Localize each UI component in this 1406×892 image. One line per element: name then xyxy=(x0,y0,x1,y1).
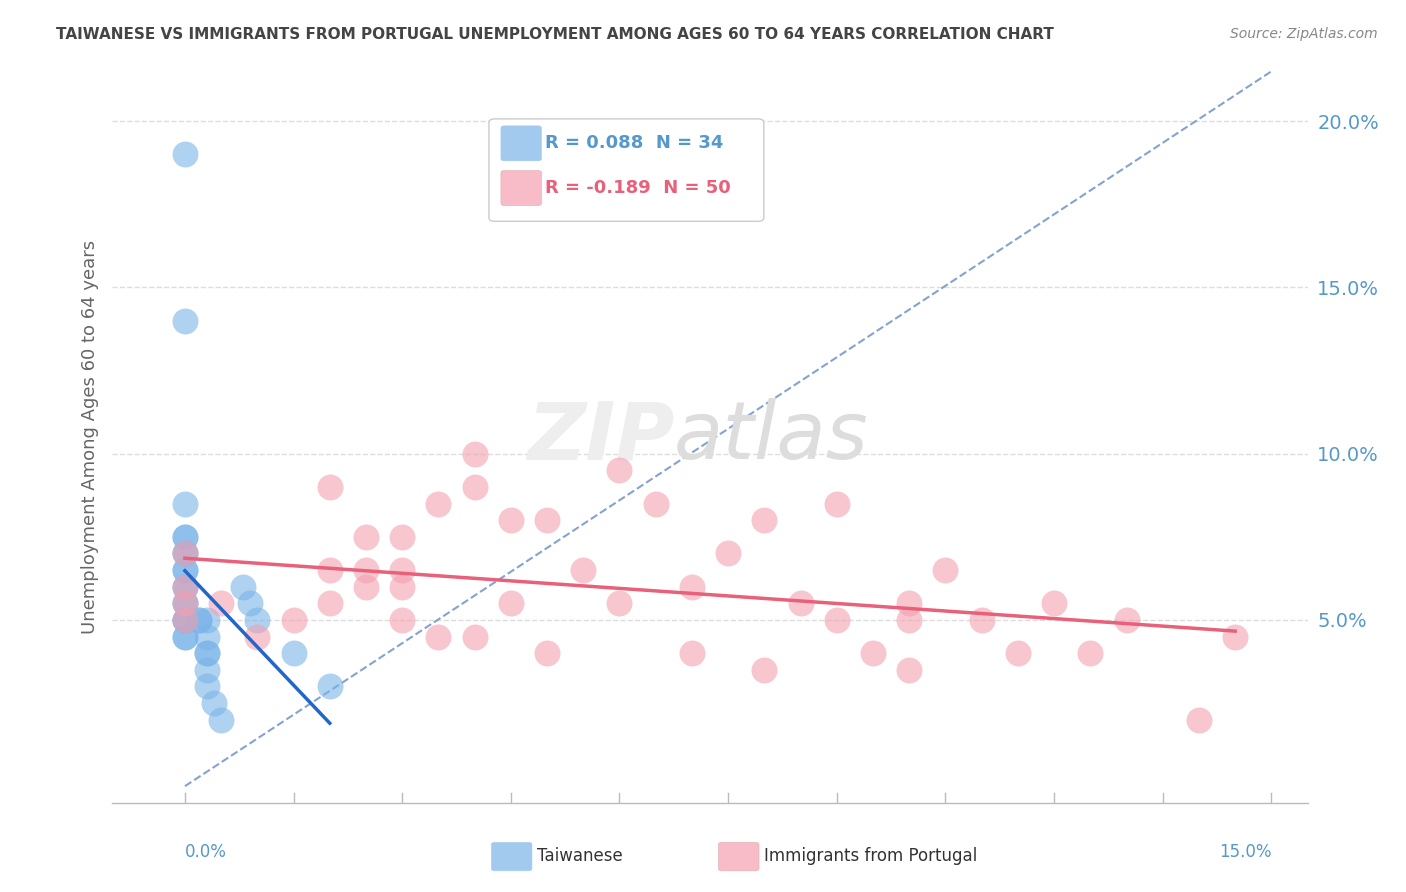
Text: Immigrants from Portugal: Immigrants from Portugal xyxy=(763,847,977,865)
Point xyxy=(174,580,197,594)
Point xyxy=(246,630,269,644)
Point xyxy=(232,580,254,594)
Text: TAIWANESE VS IMMIGRANTS FROM PORTUGAL UNEMPLOYMENT AMONG AGES 60 TO 64 YEARS COR: TAIWANESE VS IMMIGRANTS FROM PORTUGAL UN… xyxy=(56,27,1054,42)
FancyBboxPatch shape xyxy=(501,126,541,161)
Point xyxy=(681,646,703,660)
Point xyxy=(464,447,486,461)
Point xyxy=(1223,630,1246,644)
Point xyxy=(174,580,197,594)
Point xyxy=(195,613,218,627)
Point xyxy=(174,546,197,560)
Point xyxy=(862,646,884,660)
Point xyxy=(354,530,377,544)
Point xyxy=(174,546,197,560)
Point xyxy=(789,596,811,610)
Point xyxy=(970,613,993,627)
Point xyxy=(717,546,740,560)
Point xyxy=(283,613,305,627)
Point xyxy=(391,580,413,594)
Point xyxy=(354,580,377,594)
Point xyxy=(195,680,218,694)
Point xyxy=(174,530,197,544)
Point xyxy=(188,613,211,627)
Point xyxy=(427,630,450,644)
Point xyxy=(174,613,197,627)
Point xyxy=(319,480,342,494)
Point xyxy=(174,613,197,627)
Y-axis label: Unemployment Among Ages 60 to 64 years: Unemployment Among Ages 60 to 64 years xyxy=(80,240,98,634)
Point xyxy=(754,513,776,527)
Point xyxy=(195,663,218,677)
Text: 15.0%: 15.0% xyxy=(1219,843,1271,861)
Text: Source: ZipAtlas.com: Source: ZipAtlas.com xyxy=(1230,27,1378,41)
Point xyxy=(319,563,342,577)
Text: 0.0%: 0.0% xyxy=(186,843,226,861)
Point xyxy=(609,463,631,477)
Point xyxy=(898,596,921,610)
Point xyxy=(174,497,197,511)
Point xyxy=(195,646,218,660)
Text: R = -0.189  N = 50: R = -0.189 N = 50 xyxy=(546,179,731,197)
Point xyxy=(644,497,666,511)
Point xyxy=(499,596,522,610)
Point xyxy=(609,596,631,610)
Point xyxy=(174,546,197,560)
Point xyxy=(391,563,413,577)
Point xyxy=(246,613,269,627)
Point xyxy=(174,580,197,594)
Point xyxy=(464,630,486,644)
Point xyxy=(209,596,232,610)
Point xyxy=(195,646,218,660)
Point xyxy=(681,580,703,594)
Point xyxy=(174,563,197,577)
Point xyxy=(536,646,558,660)
FancyBboxPatch shape xyxy=(491,842,531,871)
Text: atlas: atlas xyxy=(675,398,869,476)
Point xyxy=(174,596,197,610)
Text: Taiwanese: Taiwanese xyxy=(537,847,623,865)
Point xyxy=(239,596,262,610)
Point xyxy=(934,563,956,577)
Point xyxy=(319,596,342,610)
Point xyxy=(898,663,921,677)
Text: ZIP: ZIP xyxy=(527,398,675,476)
Point xyxy=(283,646,305,660)
Point xyxy=(174,530,197,544)
FancyBboxPatch shape xyxy=(489,119,763,221)
Point xyxy=(391,530,413,544)
Point xyxy=(464,480,486,494)
Point xyxy=(354,563,377,577)
Point xyxy=(1115,613,1137,627)
Point xyxy=(1043,596,1066,610)
Point xyxy=(174,596,197,610)
Point xyxy=(174,613,197,627)
FancyBboxPatch shape xyxy=(501,170,541,205)
Point xyxy=(174,563,197,577)
Point xyxy=(825,613,848,627)
Point xyxy=(391,613,413,627)
Point xyxy=(174,613,197,627)
Point xyxy=(1188,713,1211,727)
Point xyxy=(1007,646,1029,660)
Point xyxy=(427,497,450,511)
Point xyxy=(202,696,225,710)
Point xyxy=(174,630,197,644)
Point xyxy=(499,513,522,527)
Point xyxy=(754,663,776,677)
Text: R = 0.088  N = 34: R = 0.088 N = 34 xyxy=(546,135,724,153)
Point xyxy=(898,613,921,627)
FancyBboxPatch shape xyxy=(718,842,759,871)
Point xyxy=(572,563,595,577)
Point xyxy=(195,630,218,644)
Point xyxy=(319,680,342,694)
Point xyxy=(536,513,558,527)
Point xyxy=(1078,646,1101,660)
Point xyxy=(174,314,197,328)
Point xyxy=(174,630,197,644)
Point xyxy=(174,596,197,610)
Point xyxy=(188,613,211,627)
Point xyxy=(209,713,232,727)
Point xyxy=(174,147,197,161)
Point xyxy=(825,497,848,511)
